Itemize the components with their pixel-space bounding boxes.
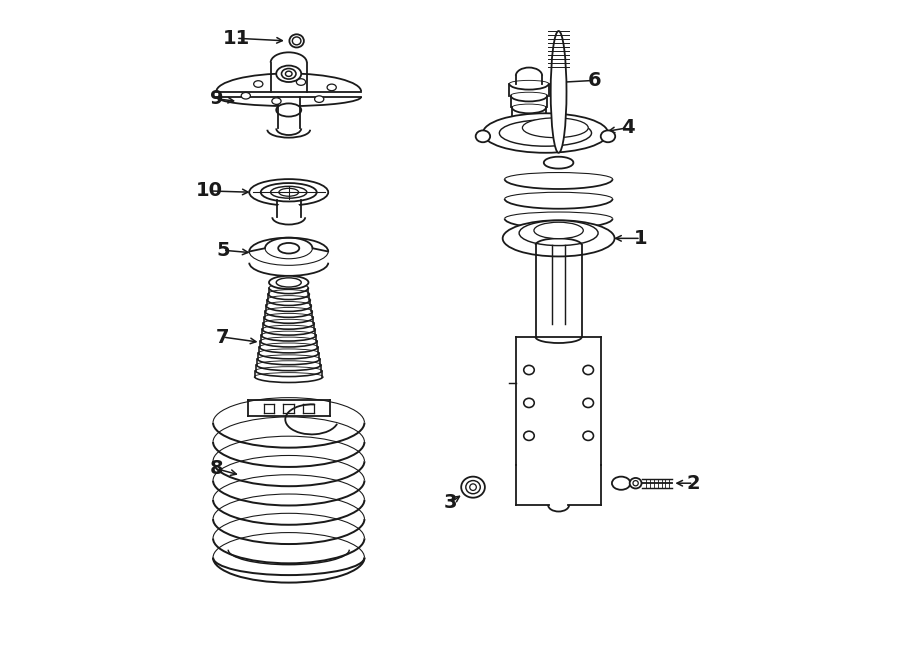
- Ellipse shape: [503, 220, 615, 256]
- Ellipse shape: [483, 113, 608, 153]
- Ellipse shape: [519, 221, 598, 246]
- Ellipse shape: [612, 477, 630, 490]
- Text: 8: 8: [210, 459, 223, 478]
- Ellipse shape: [522, 118, 589, 137]
- Text: 9: 9: [210, 89, 223, 108]
- Ellipse shape: [276, 278, 302, 287]
- Ellipse shape: [524, 431, 535, 440]
- Ellipse shape: [534, 222, 583, 239]
- Ellipse shape: [269, 276, 309, 289]
- Ellipse shape: [476, 130, 491, 142]
- Ellipse shape: [278, 243, 300, 253]
- Text: 11: 11: [222, 28, 249, 48]
- Text: 7: 7: [216, 328, 230, 346]
- Ellipse shape: [296, 79, 306, 85]
- Ellipse shape: [524, 399, 535, 408]
- Ellipse shape: [315, 96, 324, 102]
- Text: 5: 5: [216, 241, 230, 260]
- Ellipse shape: [466, 481, 481, 494]
- Ellipse shape: [630, 478, 642, 488]
- Ellipse shape: [500, 120, 591, 146]
- Ellipse shape: [470, 484, 476, 490]
- Ellipse shape: [250, 243, 328, 266]
- Text: 4: 4: [621, 118, 634, 137]
- Ellipse shape: [327, 84, 337, 91]
- Text: 10: 10: [196, 182, 223, 200]
- Ellipse shape: [277, 200, 301, 217]
- Text: 1: 1: [634, 229, 648, 248]
- Text: 6: 6: [588, 71, 601, 90]
- Ellipse shape: [276, 103, 302, 116]
- Ellipse shape: [633, 481, 638, 486]
- Text: 2: 2: [687, 474, 700, 492]
- Ellipse shape: [254, 81, 263, 87]
- Ellipse shape: [241, 93, 250, 99]
- Ellipse shape: [461, 477, 485, 498]
- Ellipse shape: [216, 78, 361, 110]
- Ellipse shape: [524, 366, 535, 375]
- Ellipse shape: [278, 102, 300, 133]
- Ellipse shape: [583, 399, 593, 408]
- Ellipse shape: [249, 179, 328, 206]
- Ellipse shape: [583, 431, 593, 440]
- Ellipse shape: [272, 98, 281, 104]
- Ellipse shape: [285, 71, 292, 77]
- Ellipse shape: [279, 188, 299, 196]
- Ellipse shape: [290, 34, 304, 48]
- Ellipse shape: [600, 130, 616, 142]
- Ellipse shape: [551, 31, 566, 153]
- Ellipse shape: [271, 186, 307, 198]
- Ellipse shape: [276, 65, 302, 82]
- Ellipse shape: [292, 37, 301, 45]
- Text: 3: 3: [443, 494, 456, 512]
- Ellipse shape: [261, 183, 317, 202]
- Ellipse shape: [282, 69, 296, 79]
- Ellipse shape: [583, 366, 593, 375]
